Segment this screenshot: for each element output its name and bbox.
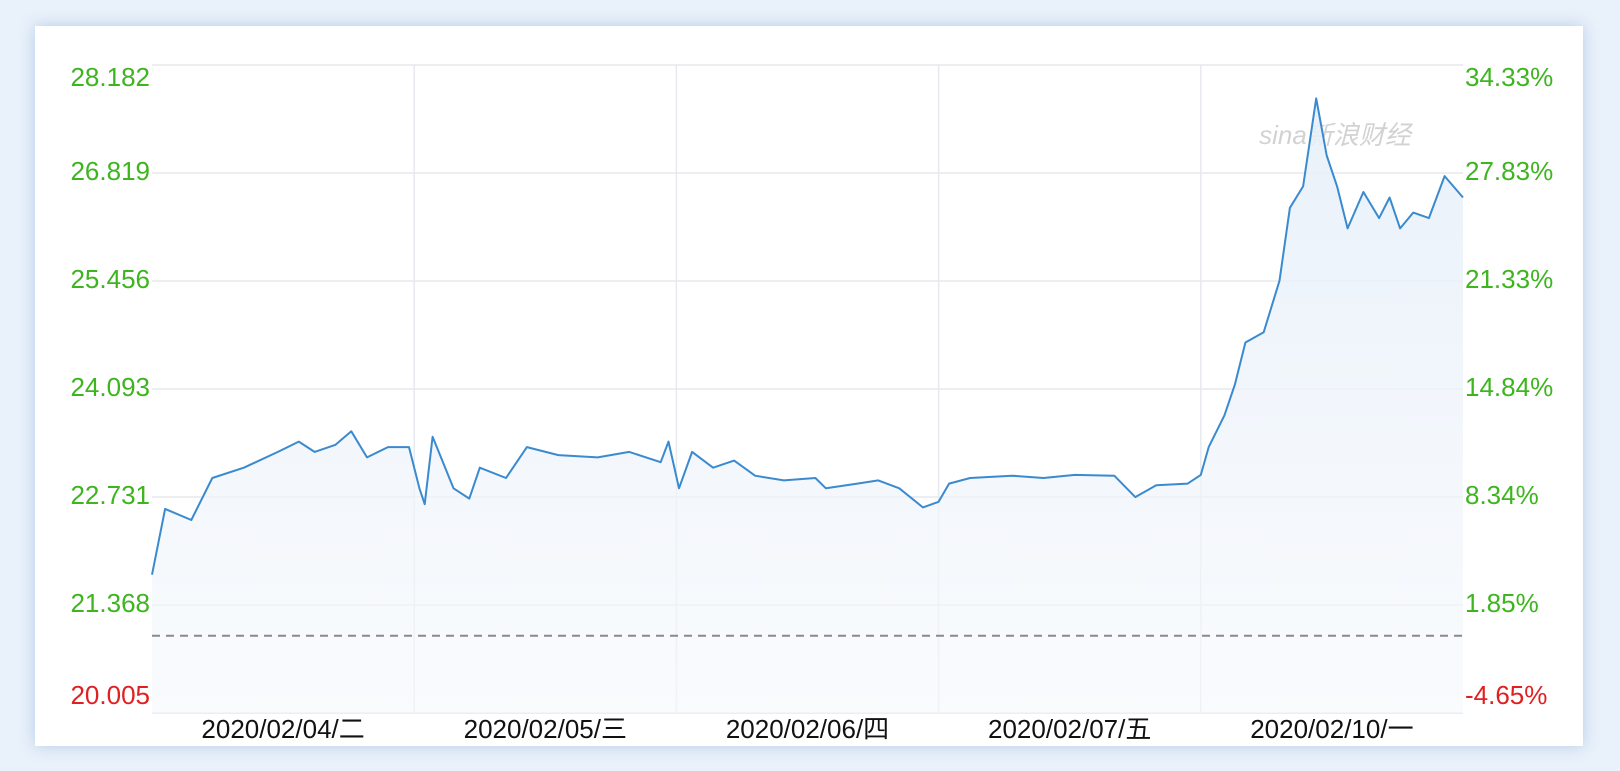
y2-tick-label: 34.33%	[1465, 62, 1553, 92]
watermark: sina新浪财经	[1259, 120, 1414, 150]
x-tick-label: 2020/02/06/四	[726, 714, 889, 744]
y-tick-label: 21.368	[70, 588, 150, 618]
area	[152, 98, 1463, 713]
y2-tick-label: 1.85%	[1465, 588, 1539, 618]
x-tick-label: 2020/02/04/二	[201, 714, 364, 744]
y-tick-label: 25.456	[70, 264, 150, 294]
y2-tick-label: 27.83%	[1465, 156, 1553, 186]
y-tick-label: 26.819	[70, 156, 150, 186]
y2-tick-label: -4.65%	[1465, 680, 1547, 710]
x-tick-label: 2020/02/05/三	[464, 714, 627, 744]
y-tick-label: 28.182	[70, 62, 150, 92]
y2-tick-label: 21.33%	[1465, 264, 1553, 294]
y2-tick-label: 14.84%	[1465, 372, 1553, 402]
y-tick-label: 22.731	[70, 480, 150, 510]
y-tick-label: 20.005	[70, 680, 150, 710]
y2-tick-label: 8.34%	[1465, 480, 1539, 510]
x-tick-label: 2020/02/10/一	[1250, 714, 1413, 744]
y-tick-label: 24.093	[70, 372, 150, 402]
price-line	[151, 97, 1464, 575]
x-tick-label: 2020/02/07/五	[988, 714, 1151, 744]
